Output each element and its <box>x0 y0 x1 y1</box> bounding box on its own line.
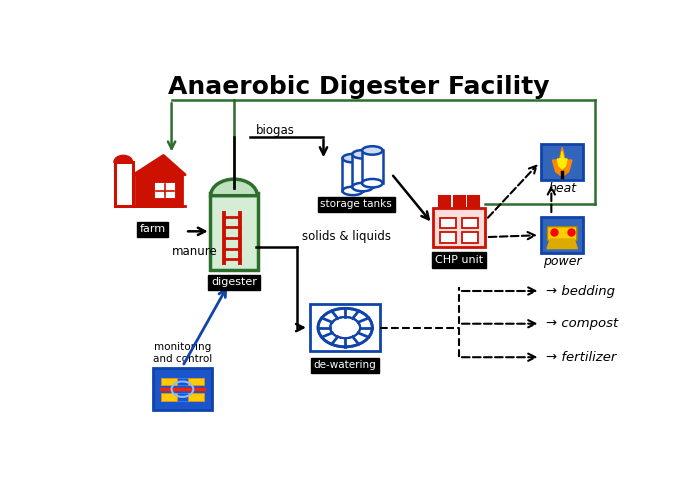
FancyBboxPatch shape <box>454 196 465 208</box>
Ellipse shape <box>362 179 383 188</box>
Polygon shape <box>134 156 185 174</box>
FancyBboxPatch shape <box>362 150 383 183</box>
Wedge shape <box>114 156 132 162</box>
FancyBboxPatch shape <box>440 218 456 228</box>
Circle shape <box>318 308 372 347</box>
FancyBboxPatch shape <box>161 393 177 400</box>
FancyBboxPatch shape <box>352 154 373 187</box>
Circle shape <box>330 317 360 338</box>
FancyBboxPatch shape <box>541 217 583 254</box>
Text: heat: heat <box>548 182 576 196</box>
Ellipse shape <box>352 183 373 192</box>
FancyBboxPatch shape <box>210 192 258 270</box>
Text: storage tanks: storage tanks <box>320 200 392 209</box>
FancyBboxPatch shape <box>310 304 381 352</box>
FancyBboxPatch shape <box>547 226 577 240</box>
Text: Anaerobic Digester Facility: Anaerobic Digester Facility <box>168 76 550 100</box>
Text: digester: digester <box>211 278 257 287</box>
FancyBboxPatch shape <box>153 368 211 410</box>
Polygon shape <box>557 152 567 169</box>
FancyBboxPatch shape <box>156 184 174 196</box>
FancyBboxPatch shape <box>433 208 485 246</box>
FancyBboxPatch shape <box>462 218 478 228</box>
Polygon shape <box>552 148 572 176</box>
Text: power: power <box>543 256 582 268</box>
Text: manure: manure <box>172 245 217 258</box>
Ellipse shape <box>342 186 363 195</box>
FancyBboxPatch shape <box>188 393 204 400</box>
Text: → compost: → compost <box>546 317 618 330</box>
Text: farm: farm <box>139 224 166 234</box>
Ellipse shape <box>352 150 373 158</box>
Text: CHP unit: CHP unit <box>435 255 483 265</box>
FancyBboxPatch shape <box>462 232 478 243</box>
Text: solids & liquids: solids & liquids <box>302 230 391 243</box>
FancyBboxPatch shape <box>115 162 132 206</box>
Wedge shape <box>211 179 258 196</box>
Polygon shape <box>547 239 578 248</box>
FancyBboxPatch shape <box>342 158 363 191</box>
FancyBboxPatch shape <box>541 144 583 180</box>
FancyBboxPatch shape <box>188 378 204 386</box>
Circle shape <box>318 308 372 346</box>
Text: de-watering: de-watering <box>314 360 377 370</box>
Ellipse shape <box>362 146 383 154</box>
FancyBboxPatch shape <box>440 232 456 243</box>
Text: → bedding: → bedding <box>546 284 615 298</box>
FancyBboxPatch shape <box>161 378 177 386</box>
Ellipse shape <box>342 154 363 162</box>
Text: → fertilizer: → fertilizer <box>546 350 616 364</box>
FancyBboxPatch shape <box>468 196 480 208</box>
FancyBboxPatch shape <box>136 174 183 206</box>
Text: monitoring
and control: monitoring and control <box>153 342 212 364</box>
Text: biogas: biogas <box>256 124 295 137</box>
FancyBboxPatch shape <box>439 196 450 208</box>
